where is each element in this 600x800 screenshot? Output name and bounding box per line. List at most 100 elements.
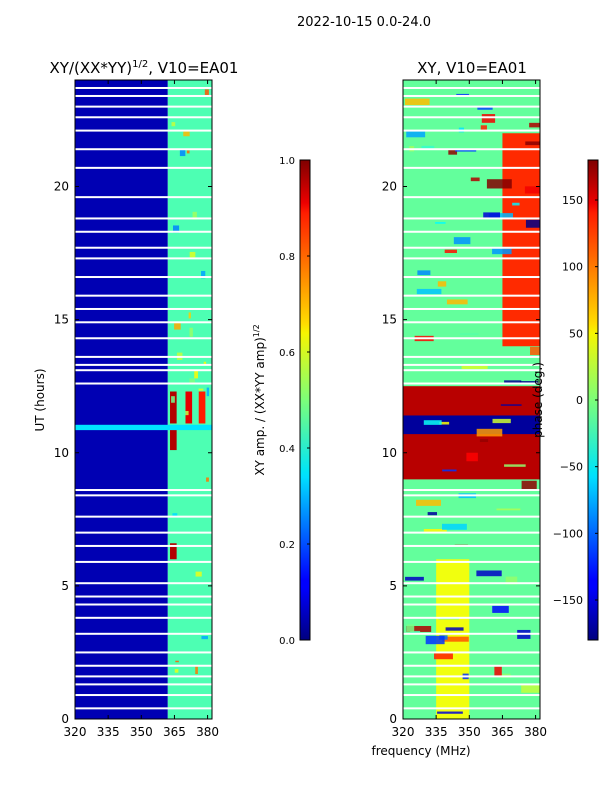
heatmap-cell — [203, 361, 207, 365]
heatmap-cell — [189, 251, 196, 258]
heatmap-cell — [479, 439, 489, 443]
heatmap-cell — [198, 388, 204, 391]
figure-suptitle: 2022-10-15 0.0-24.0 — [297, 15, 431, 30]
flagged-row — [75, 307, 212, 310]
flagged-row — [75, 632, 212, 635]
amplitude-colorbar-gradient — [299, 159, 311, 641]
flagged-row — [403, 707, 540, 710]
colorbar-tick-label: 150 — [562, 194, 583, 207]
flagged-row — [403, 582, 540, 585]
y-tick-label: 20 — [54, 180, 69, 194]
heatmap-cell — [486, 179, 512, 189]
x-tick-label: 365 — [491, 725, 514, 739]
flagged-row — [75, 116, 212, 119]
flagged-row — [403, 355, 540, 358]
y-tick-label: 15 — [382, 313, 397, 327]
heatmap-cell — [403, 415, 540, 435]
flagged-row — [75, 595, 212, 598]
panel-phase: XY, V10=EA01 320 335 350 365 380 0 5 10 15 20 — [382, 59, 547, 739]
heatmap-cell — [461, 366, 488, 369]
flagged-row — [403, 337, 540, 340]
flagged-row — [75, 544, 212, 547]
flagged-row — [403, 694, 540, 697]
heatmap-cell — [480, 125, 487, 131]
flagged-row — [403, 276, 540, 279]
flagged-row — [75, 531, 212, 534]
flagged-row — [75, 294, 212, 297]
flagged-row — [75, 86, 212, 89]
colorbar-tick-label: 0 — [576, 394, 583, 407]
flagged-row — [403, 595, 540, 598]
flagged-row — [403, 148, 540, 151]
heatmap-cell — [525, 219, 540, 228]
colorbar-tick-label: 50 — [569, 327, 583, 340]
heatmap-cell — [416, 288, 442, 295]
x-tick-label: 320 — [392, 725, 415, 739]
heatmap-cell — [455, 149, 477, 152]
heatmap-cell — [198, 391, 206, 424]
colorbar-tick-label: 0.8 — [279, 252, 295, 263]
flagged-row — [403, 321, 540, 324]
x-tick-label: 335 — [425, 725, 448, 739]
flagged-row — [75, 515, 212, 518]
flagged-row — [403, 632, 540, 635]
x-tick-label: 350 — [458, 725, 481, 739]
heatmap-cell — [204, 89, 209, 96]
flagged-row — [403, 166, 540, 169]
flagged-row — [75, 363, 212, 366]
heatmap-cell — [192, 211, 197, 220]
heatmap-cell — [488, 213, 513, 219]
flagged-row — [75, 230, 212, 233]
y-tick-label: 10 — [54, 446, 69, 460]
colorbar-tick-label: 1.0 — [279, 156, 295, 167]
heatmap-cell — [423, 528, 447, 532]
y-tick-label: 15 — [54, 313, 69, 327]
amplitude-ylabel: UT (hours) — [33, 368, 47, 431]
flagged-row — [75, 129, 212, 132]
y-tick-label: 0 — [389, 712, 397, 726]
x-tick-label: 320 — [64, 725, 87, 739]
heatmap-cell — [453, 237, 471, 245]
flagged-row — [75, 94, 212, 97]
heatmap-cell — [477, 106, 493, 110]
flagged-row — [403, 196, 540, 199]
x-tick-label: 350 — [130, 725, 153, 739]
heatmap-cell — [505, 576, 518, 585]
amplitude-heatmap — [75, 80, 212, 719]
amplitude-colorbar-ticks: 0.0 0.2 0.4 0.6 0.8 1.0 — [279, 156, 310, 647]
flagged-row — [75, 337, 212, 340]
amplitude-colorbar-label: XY amp. / (XX*YY amp)1/2 — [252, 324, 267, 475]
heatmap-cell — [175, 660, 179, 663]
heatmap-cell — [502, 133, 540, 347]
flagged-row — [403, 86, 540, 89]
heatmap-cell — [406, 625, 432, 632]
flagged-row — [403, 116, 540, 119]
heatmap-cell — [492, 248, 512, 255]
flagged-row — [403, 515, 540, 518]
heatmap-cell — [416, 499, 441, 506]
flagged-row — [75, 683, 212, 686]
heatmap-cell — [194, 370, 198, 379]
heatmap-cell — [170, 543, 177, 560]
flagged-row — [403, 363, 540, 366]
flagged-row — [75, 664, 212, 667]
heatmap-cell — [483, 212, 501, 219]
heatmap-cell — [494, 666, 502, 676]
heatmap-cell — [174, 321, 181, 330]
heatmap-cell — [174, 669, 179, 673]
phase-axes-frame — [402, 79, 541, 720]
heatmap-cell — [186, 150, 190, 154]
x-tick-label: 380 — [524, 725, 547, 739]
flagged-row — [403, 369, 540, 372]
flagged-row — [75, 196, 212, 199]
heatmap-cell — [172, 225, 180, 233]
heatmap-cell — [504, 380, 522, 384]
heatmap-cell — [425, 635, 445, 645]
heatmap-cell — [75, 424, 212, 431]
heatmap-cell — [75, 80, 168, 719]
y-tick-label: 20 — [382, 180, 397, 194]
heatmap-cell — [481, 114, 496, 123]
colorbar-tick-label: 0.0 — [279, 636, 295, 647]
colorbar-tick-label: 100 — [562, 261, 583, 274]
heatmap-cell — [444, 249, 457, 254]
